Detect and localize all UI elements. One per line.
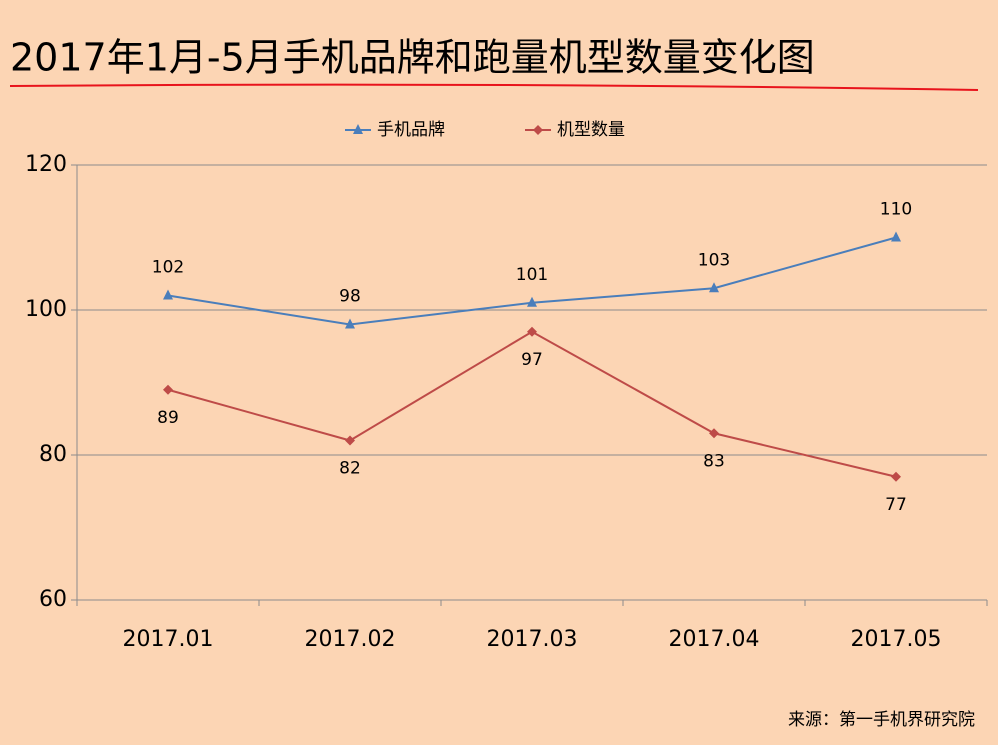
data-label: 103	[698, 250, 730, 270]
marker	[345, 435, 355, 446]
y-tick-label: 80	[39, 442, 67, 467]
marker	[345, 318, 355, 329]
marker	[163, 289, 173, 300]
data-label: 89	[157, 408, 179, 428]
legend-label: 手机品牌	[377, 120, 445, 140]
data-label: 82	[339, 459, 361, 479]
marker	[709, 282, 719, 293]
x-tick-label: 2017.05	[851, 627, 942, 652]
legend-marker	[353, 124, 363, 134]
legend-marker	[533, 125, 543, 135]
marker	[709, 428, 719, 439]
marker	[891, 471, 901, 482]
x-tick-label: 2017.04	[669, 627, 760, 652]
y-tick-label: 100	[25, 297, 67, 322]
data-label: 101	[516, 265, 548, 285]
title-underline	[9, 83, 979, 91]
data-label: 77	[885, 495, 907, 515]
data-label: 110	[880, 200, 912, 220]
marker	[891, 231, 901, 242]
marker	[527, 296, 537, 307]
x-tick-label: 2017.02	[305, 627, 396, 652]
data-label: 98	[339, 287, 361, 307]
data-label: 83	[703, 451, 725, 471]
legend-label: 机型数量	[557, 120, 625, 140]
marker	[527, 326, 537, 337]
x-tick-label: 2017.01	[123, 627, 214, 652]
marker	[163, 384, 173, 395]
y-tick-label: 60	[39, 587, 67, 612]
data-label: 97	[521, 350, 543, 370]
y-tick-label: 120	[25, 152, 67, 177]
data-label: 102	[152, 258, 184, 278]
source-note: 来源：第一手机界研究院	[788, 710, 975, 730]
chart-title: 2017年1月-5月手机品牌和跑量机型数量变化图	[10, 36, 815, 80]
x-tick-label: 2017.03	[487, 627, 578, 652]
